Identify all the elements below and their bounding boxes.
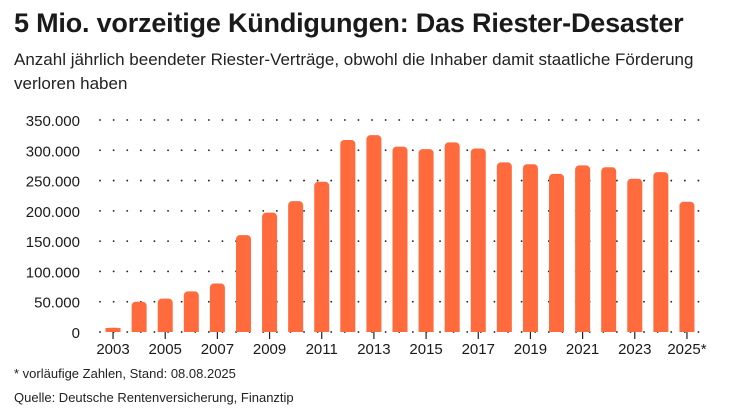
x-tick-label: 2019 [514,341,547,358]
bar [653,172,669,332]
bar-base [627,328,643,332]
source-note: Quelle: Deutsche Rentenversicherung, Fin… [14,390,294,405]
bar [470,148,486,332]
bar [444,142,460,332]
y-tick-label: 150.000 [26,234,80,251]
bar [235,235,251,332]
bar [575,165,591,332]
bar [157,298,173,332]
x-tick-label: 2025* [667,341,706,358]
bar-base [183,328,199,332]
footnote: * vorläufige Zahlen, Stand: 08.08.2025 [14,366,236,381]
bar [131,301,147,332]
chart-subtitle: Anzahl jährlich beendeter Riester-Verträ… [14,50,694,93]
bar-base [575,328,591,332]
bar-base [418,328,434,332]
bar-base [549,328,565,332]
bar-base [522,328,538,332]
bar-base [601,328,617,332]
bar [209,283,225,332]
bar-base [470,328,486,332]
x-tick-label: 2011 [306,341,338,358]
bar-base [392,328,408,332]
bar [627,178,643,332]
bar [366,135,382,332]
bar [183,291,199,332]
bar-base [209,328,225,332]
bar [340,139,356,332]
x-tick-label: 2015 [409,341,442,358]
bar [288,201,304,332]
bar [314,181,330,332]
chart-title: 5 Mio. vorzeitige Kündigungen: Das Riest… [14,8,684,38]
bar [679,201,695,332]
bar [496,162,512,332]
bar-base [288,328,304,332]
bar-base [235,328,251,332]
y-tick-label: 50.000 [34,295,80,312]
y-tick-label: 0 [72,325,80,342]
bar-base [314,328,330,332]
x-tick-label: 2023 [618,341,651,358]
bar [522,164,538,332]
x-tick-label: 2017 [462,341,495,358]
bar-base [444,328,460,332]
x-tick-label: 2007 [201,341,234,358]
bar-base [105,328,121,332]
x-tick-label: 2013 [357,341,390,358]
y-tick-label: 300.000 [26,143,80,160]
bar-base [131,328,147,332]
bar [392,146,408,332]
bar [418,149,434,332]
bar-base [262,328,278,332]
bar-base [157,328,173,332]
bar-base [496,328,512,332]
y-tick-label: 200.000 [26,204,80,221]
bar [601,167,617,332]
y-tick-label: 100.000 [26,264,80,281]
x-tick-label: 2003 [96,341,129,358]
bar-base [679,328,695,332]
bar-base [366,328,382,332]
y-tick-label: 350.000 [26,113,80,130]
x-tick-label: 2021 [566,341,599,358]
bar [262,212,278,332]
x-tick-label: 2009 [253,341,286,358]
bar-base [653,328,669,332]
bar [549,173,565,332]
y-tick-label: 250.000 [26,174,80,191]
x-tick-label: 2005 [149,341,182,358]
bar-base [340,328,356,332]
